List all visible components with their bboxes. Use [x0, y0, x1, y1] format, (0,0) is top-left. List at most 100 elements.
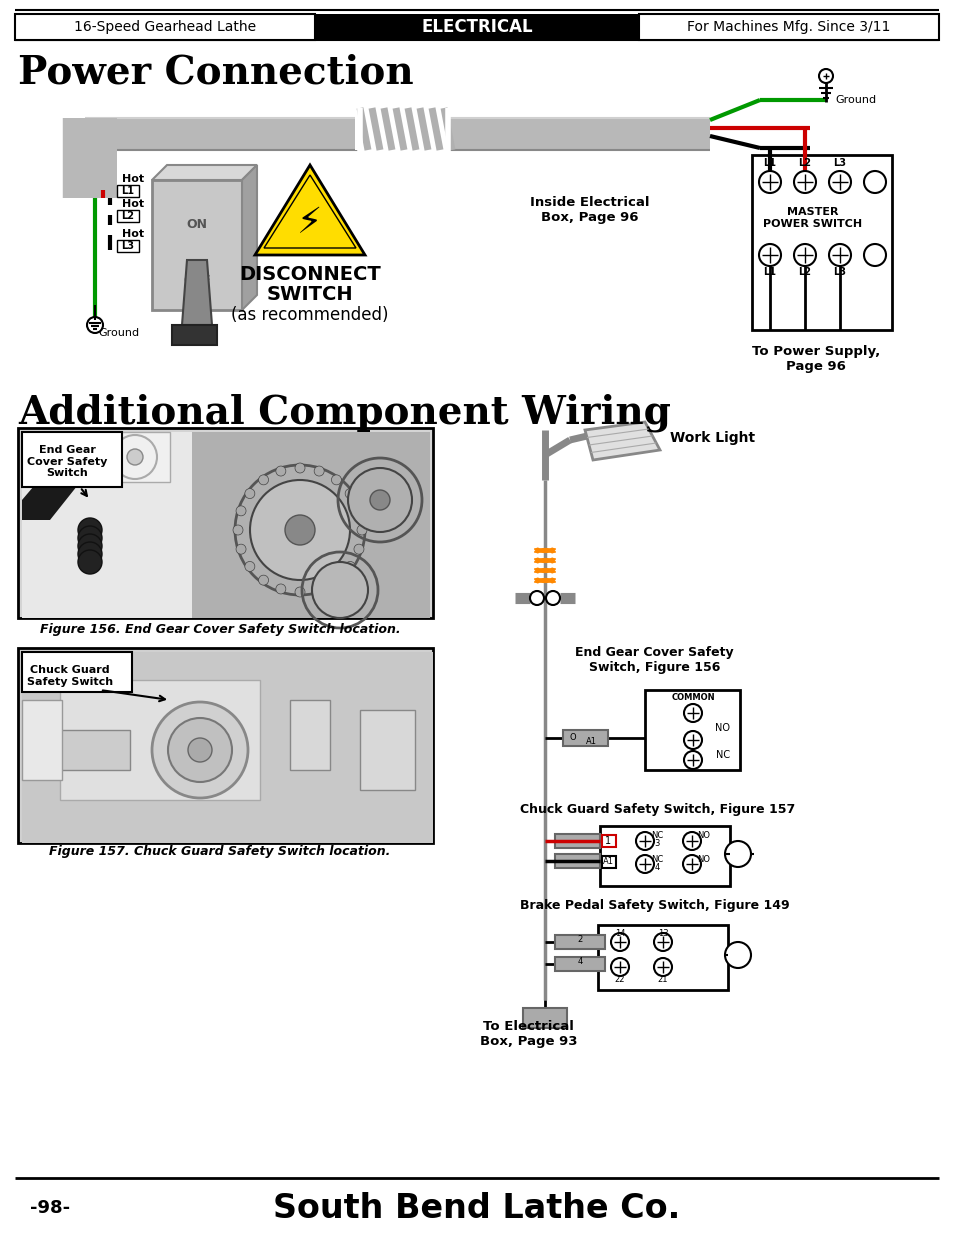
Circle shape	[235, 506, 246, 516]
Text: (as recommended): (as recommended)	[231, 306, 388, 324]
Circle shape	[285, 515, 314, 545]
Circle shape	[188, 739, 212, 762]
Polygon shape	[254, 165, 365, 254]
Circle shape	[127, 450, 143, 466]
Text: 1: 1	[604, 836, 611, 846]
Bar	[22, 432, 192, 618]
Text: 14: 14	[614, 930, 624, 939]
Circle shape	[250, 480, 350, 580]
Circle shape	[683, 731, 701, 748]
Circle shape	[258, 474, 269, 485]
Text: 21: 21	[657, 974, 667, 983]
Circle shape	[345, 489, 355, 499]
Bar	[60, 730, 130, 769]
Text: L1: L1	[762, 267, 776, 277]
Text: L2: L2	[798, 158, 811, 168]
Bar	[290, 700, 330, 769]
Text: L1: L1	[121, 186, 134, 196]
Text: Hot: Hot	[122, 228, 144, 240]
Text: L2: L2	[798, 267, 811, 277]
Text: NC: NC	[650, 855, 662, 863]
Circle shape	[348, 468, 412, 532]
Circle shape	[530, 592, 543, 605]
Circle shape	[370, 490, 390, 510]
Text: End Gear Cover Safety
Switch, Figure 156: End Gear Cover Safety Switch, Figure 156	[575, 646, 733, 674]
Text: 4: 4	[654, 862, 659, 872]
Circle shape	[759, 170, 781, 193]
Text: 2: 2	[577, 935, 582, 944]
Text: Work Light: Work Light	[669, 431, 755, 445]
Text: ON: ON	[186, 219, 208, 231]
Bar	[522, 1008, 566, 1028]
Circle shape	[654, 958, 671, 976]
Bar	[60, 680, 260, 800]
Circle shape	[863, 245, 885, 266]
Bar	[15, 14, 938, 40]
Circle shape	[828, 245, 850, 266]
Bar	[172, 325, 216, 345]
Circle shape	[78, 550, 102, 574]
Text: MASTER
POWER SWITCH: MASTER POWER SWITCH	[762, 207, 862, 228]
Circle shape	[275, 584, 286, 594]
Circle shape	[793, 170, 815, 193]
Text: End Gear
Cover Safety
Switch: End Gear Cover Safety Switch	[27, 445, 108, 478]
Text: 16-Speed Gearhead Lathe: 16-Speed Gearhead Lathe	[74, 20, 255, 35]
Text: A1: A1	[585, 737, 596, 746]
Bar	[598, 925, 727, 990]
Bar	[599, 826, 729, 885]
Text: O: O	[569, 732, 576, 741]
Text: NC: NC	[715, 750, 729, 760]
Text: 4: 4	[577, 957, 582, 967]
Bar	[355, 107, 450, 149]
Circle shape	[112, 435, 157, 479]
Polygon shape	[264, 175, 355, 248]
Bar	[22, 432, 122, 487]
Circle shape	[759, 245, 781, 266]
Bar	[644, 690, 740, 769]
Bar	[639, 14, 938, 40]
Text: 22: 22	[614, 974, 624, 983]
Text: NC: NC	[650, 831, 662, 841]
Circle shape	[258, 576, 269, 585]
Bar	[555, 853, 599, 868]
Text: L3: L3	[121, 241, 134, 251]
Bar	[601, 856, 616, 868]
Bar	[85, 119, 359, 149]
Circle shape	[654, 932, 671, 951]
Bar	[601, 835, 616, 847]
Polygon shape	[584, 422, 659, 459]
Bar	[22, 652, 132, 692]
Polygon shape	[22, 432, 120, 520]
Circle shape	[345, 562, 355, 572]
Bar	[85, 119, 117, 198]
Bar	[117, 210, 139, 222]
Circle shape	[610, 932, 628, 951]
Circle shape	[863, 170, 885, 193]
Circle shape	[78, 517, 102, 542]
Circle shape	[356, 525, 367, 535]
Circle shape	[683, 751, 701, 769]
Bar	[192, 432, 430, 618]
Text: OFF: OFF	[183, 273, 211, 287]
Circle shape	[610, 958, 628, 976]
Text: South Bend Lathe Co.: South Bend Lathe Co.	[274, 1192, 679, 1224]
Text: 13: 13	[657, 930, 668, 939]
Text: L1: L1	[762, 158, 776, 168]
Text: Ground: Ground	[834, 95, 875, 105]
Text: A1: A1	[602, 857, 613, 867]
Bar	[751, 156, 891, 330]
Text: NO: NO	[697, 855, 710, 863]
Circle shape	[818, 69, 832, 83]
Circle shape	[682, 855, 700, 873]
Bar	[22, 700, 62, 781]
Text: Chuck Guard Safety Switch, Figure 157: Chuck Guard Safety Switch, Figure 157	[519, 804, 795, 816]
Circle shape	[152, 701, 248, 798]
Text: To Electrical
Box, Page 93: To Electrical Box, Page 93	[479, 1020, 577, 1049]
Circle shape	[682, 832, 700, 850]
Circle shape	[87, 317, 103, 333]
Text: L3: L3	[833, 267, 845, 277]
Bar	[555, 834, 599, 848]
Text: Power Connection: Power Connection	[18, 53, 414, 91]
Text: Chuck Guard
Safety Switch: Chuck Guard Safety Switch	[27, 664, 113, 687]
Circle shape	[724, 942, 750, 968]
